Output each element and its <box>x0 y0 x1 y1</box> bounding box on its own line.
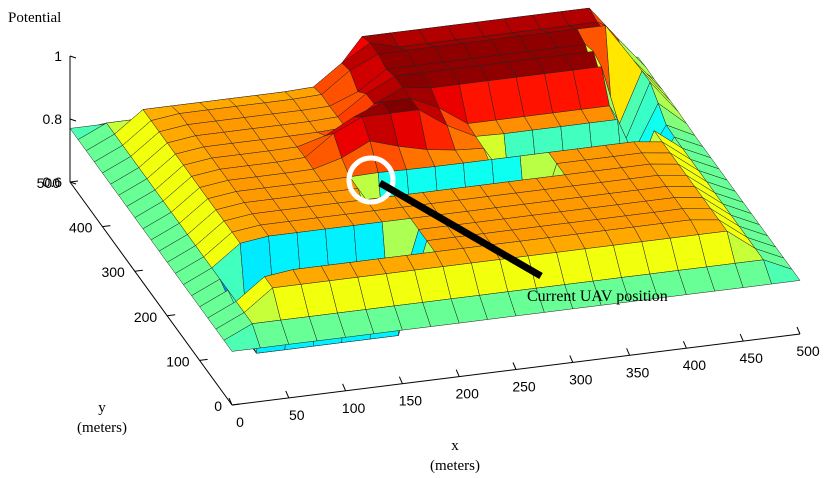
z-tick-mark <box>69 118 77 122</box>
x-tick-label: 400 <box>683 357 707 373</box>
x-axis-label: x <box>451 438 459 454</box>
y-tick-label: 0 <box>214 398 222 414</box>
x-tick-mark <box>228 397 233 406</box>
x-tick-mark <box>569 355 574 363</box>
z-tick-mark <box>69 55 77 59</box>
x-tick-label: 150 <box>399 393 423 409</box>
uav-position-marker <box>346 155 396 205</box>
y-tick-mark <box>199 358 208 361</box>
x-tick-mark <box>512 362 517 370</box>
y-tick-label: 500 <box>37 175 61 191</box>
x-tick-label: 350 <box>626 364 650 380</box>
y-axis-unit: (meters) <box>77 420 127 436</box>
x-tick-label: 0 <box>236 414 244 430</box>
y-tick-label: 100 <box>166 353 190 369</box>
x-tick-mark <box>455 369 460 377</box>
x-tick-mark <box>285 390 290 399</box>
x-tick-mark <box>796 326 801 335</box>
y-tick-mark <box>231 403 241 406</box>
annotation-label: Current UAV position <box>527 288 668 305</box>
axis-labels: Potential y (meters) x (meters) <box>8 10 480 474</box>
z-tick-label: 0.6 <box>43 174 63 190</box>
x-tick-label: 450 <box>740 350 764 366</box>
y-tick-mark <box>69 180 79 183</box>
x-tick-mark <box>342 383 347 391</box>
y-tick-mark <box>134 269 143 272</box>
z-tick-label: 0.8 <box>43 111 63 127</box>
x-tick-label: 200 <box>456 386 480 402</box>
y-tick-mark <box>167 314 176 317</box>
x-tick-label: 100 <box>342 400 366 416</box>
y-tick-label: 400 <box>69 220 93 236</box>
uav-annotation: Current UAV position <box>346 155 668 305</box>
x-tick-mark <box>739 333 744 342</box>
x-tick-mark <box>626 348 631 356</box>
surface-mesh <box>69 7 801 355</box>
x-tick-label: 50 <box>289 407 305 423</box>
x-axis-unit: (meters) <box>430 458 480 474</box>
x-tick-label: 300 <box>569 371 593 387</box>
y-tick-mark <box>102 225 111 228</box>
surface-cell <box>763 259 801 285</box>
x-tick-label: 250 <box>512 379 536 395</box>
z-tick-label: 1 <box>54 48 62 64</box>
y-tick-label: 200 <box>134 309 158 325</box>
z-axis-label: Potential <box>8 10 61 26</box>
y-axis-line <box>69 181 233 406</box>
x-tick-label: 500 <box>796 343 820 359</box>
z-tick-mark <box>69 181 77 185</box>
y-tick-label: 300 <box>101 264 125 280</box>
annotation-leader-line <box>378 179 543 280</box>
x-tick-mark <box>682 341 687 349</box>
y-axis-label: y <box>98 400 106 416</box>
axis-ticks: 0 50 100 150 200 250 300 350 400 450 500 0 100 200 300… <box>37 48 820 430</box>
x-tick-mark <box>398 376 403 384</box>
